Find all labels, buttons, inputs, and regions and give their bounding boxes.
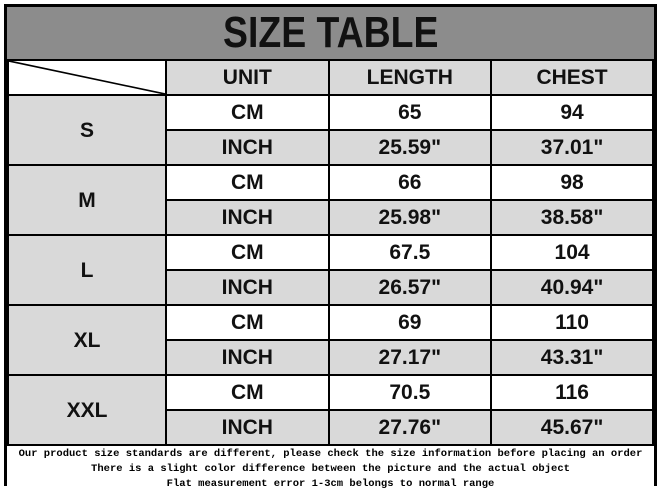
length-cell: 25.59" bbox=[327, 129, 493, 166]
size-table: UNIT LENGTH CHEST S CM 65 94 INCH 25.59"… bbox=[6, 59, 654, 446]
chest-cell: 98 bbox=[490, 164, 654, 201]
table-row: INCH 26.57" 40.94" bbox=[8, 269, 654, 306]
title-bar: SIZE TABLE bbox=[7, 7, 654, 59]
length-cell: 66 bbox=[327, 164, 493, 201]
col-header-chest: CHEST bbox=[490, 59, 654, 96]
chest-cell: 110 bbox=[490, 304, 654, 341]
unit-cell: CM bbox=[165, 164, 330, 201]
length-cell: 70.5 bbox=[327, 374, 493, 411]
unit-cell: INCH bbox=[165, 199, 330, 236]
unit-cell: CM bbox=[165, 304, 330, 341]
length-cell: 25.98" bbox=[327, 199, 493, 236]
unit-cell: INCH bbox=[165, 269, 330, 306]
chest-cell: 40.94" bbox=[490, 269, 654, 306]
chest-cell: 116 bbox=[490, 374, 654, 411]
disclaimer-footer: Our product size standards are different… bbox=[7, 446, 654, 492]
unit-cell: CM bbox=[165, 94, 330, 131]
size-label: L bbox=[6, 234, 168, 306]
size-label: S bbox=[6, 94, 168, 166]
size-label: XL bbox=[6, 304, 168, 376]
unit-cell: INCH bbox=[165, 409, 330, 446]
col-header-unit: UNIT bbox=[165, 59, 330, 96]
table-row: INCH 27.17" 43.31" bbox=[8, 339, 654, 376]
chest-cell: 38.58" bbox=[490, 199, 654, 236]
unit-cell: CM bbox=[165, 374, 330, 411]
table-row: INCH 25.59" 37.01" bbox=[8, 129, 654, 166]
table-row: INCH 27.76" 45.67" bbox=[8, 409, 654, 446]
diagonal-header-cell bbox=[6, 59, 168, 96]
chest-cell: 45.67" bbox=[490, 409, 654, 446]
chest-cell: 43.31" bbox=[490, 339, 654, 376]
length-cell: 65 bbox=[327, 94, 493, 131]
length-cell: 27.76" bbox=[327, 409, 493, 446]
unit-cell: INCH bbox=[165, 339, 330, 376]
col-header-length: LENGTH bbox=[327, 59, 493, 96]
table-frame: SIZE TABLE UNIT LENGTH CHEST S CM 65 bbox=[4, 4, 657, 492]
table-row: INCH 25.98" 38.58" bbox=[8, 199, 654, 236]
chest-cell: 104 bbox=[490, 234, 654, 271]
chest-cell: 94 bbox=[490, 94, 654, 131]
length-cell: 26.57" bbox=[327, 269, 493, 306]
table-row: L CM 67.5 104 bbox=[6, 234, 654, 306]
size-label: XXL bbox=[6, 374, 168, 446]
table-row: XL CM 69 110 bbox=[6, 304, 654, 376]
disclaimer-line-1: Our product size standards are different… bbox=[18, 448, 643, 460]
page-title: SIZE TABLE bbox=[222, 8, 439, 57]
length-cell: 27.17" bbox=[327, 339, 493, 376]
unit-cell: INCH bbox=[165, 129, 330, 166]
unit-cell: CM bbox=[165, 234, 330, 271]
length-cell: 67.5 bbox=[327, 234, 493, 271]
table-row: S CM 65 94 bbox=[6, 94, 654, 166]
table-row: XXL CM 70.5 116 bbox=[6, 374, 654, 446]
chest-cell: 37.01" bbox=[490, 129, 654, 166]
size-label: M bbox=[6, 164, 168, 236]
disclaimer-line-3: Flat measurement error 1-3cm belongs to … bbox=[166, 478, 495, 490]
header-row: UNIT LENGTH CHEST bbox=[6, 59, 654, 96]
table-row: M CM 66 98 bbox=[6, 164, 654, 236]
diagonal-line bbox=[9, 61, 165, 94]
length-cell: 69 bbox=[327, 304, 493, 341]
disclaimer-line-2: There is a slight color difference betwe… bbox=[91, 463, 570, 475]
